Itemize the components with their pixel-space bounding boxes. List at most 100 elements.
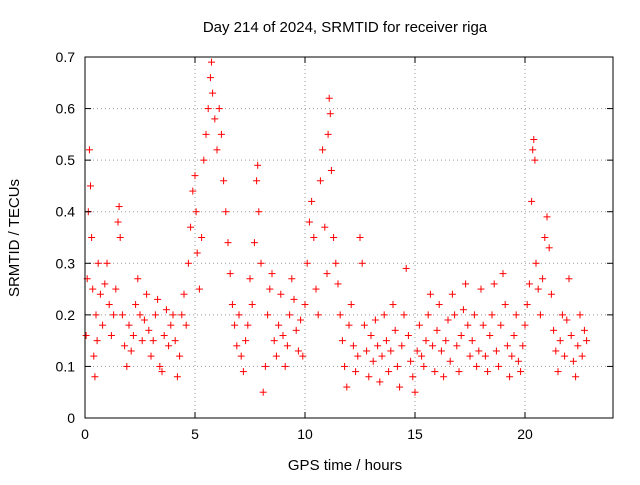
data-point — [457, 331, 465, 339]
data-point — [519, 342, 527, 350]
data-point — [211, 115, 219, 123]
data-point — [140, 316, 148, 324]
data-point — [363, 347, 371, 355]
data-point — [110, 311, 118, 319]
data-point — [132, 301, 140, 309]
data-point — [389, 301, 397, 309]
data-point — [327, 166, 335, 174]
data-point — [303, 259, 311, 267]
data-point — [464, 321, 472, 329]
data-point — [191, 172, 199, 180]
data-point — [314, 311, 322, 319]
data-point — [310, 234, 318, 241]
data-point — [495, 362, 503, 370]
data-point — [192, 208, 200, 216]
y-tick-label: 0.2 — [56, 307, 76, 323]
data-point — [477, 285, 485, 293]
data-point — [134, 275, 142, 283]
data-point — [479, 321, 487, 329]
y-tick-label: 0.3 — [56, 255, 76, 271]
data-point — [231, 321, 239, 329]
data-point — [420, 362, 428, 370]
data-point — [448, 290, 456, 298]
data-point — [433, 326, 441, 334]
data-point — [451, 311, 459, 319]
data-point — [543, 213, 551, 221]
data-point — [259, 388, 267, 396]
data-point — [440, 373, 448, 381]
data-point — [222, 208, 230, 216]
data-point — [147, 352, 155, 360]
data-point — [184, 259, 192, 267]
data-point — [96, 290, 104, 298]
data-point — [334, 280, 342, 288]
data-point — [112, 285, 120, 293]
data-point — [358, 259, 366, 267]
y-tick-label: 0.1 — [56, 358, 76, 374]
data-point — [402, 264, 410, 272]
data-point — [198, 234, 206, 241]
data-point — [528, 197, 536, 205]
data-point — [279, 331, 287, 339]
data-point — [156, 362, 164, 370]
data-point — [583, 337, 591, 345]
data-point — [503, 342, 511, 350]
x-tick-label: 20 — [517, 426, 533, 442]
chart-title: Day 214 of 2024, SRMTID for receiver rig… — [203, 19, 488, 36]
data-point — [103, 259, 111, 267]
data-point — [294, 347, 302, 355]
data-point — [484, 368, 492, 376]
data-point — [275, 321, 283, 329]
data-point — [301, 301, 309, 309]
data-point — [486, 331, 494, 339]
data-point — [576, 311, 584, 319]
tick-labels: 0 5 10 15 20 0 0.1 0.2 0.3 0.4 0.5 0.6 0.7 — [56, 49, 533, 442]
data-point — [415, 321, 423, 329]
data-point — [530, 136, 538, 144]
data-point — [376, 378, 384, 386]
data-point — [89, 285, 97, 293]
data-point — [349, 342, 357, 350]
data-point — [92, 311, 100, 319]
data-point — [143, 290, 151, 298]
data-point — [82, 331, 90, 339]
data-point — [94, 259, 102, 267]
y-tick-label: 0.4 — [56, 204, 76, 220]
data-point — [481, 352, 489, 360]
data-point — [125, 321, 133, 329]
data-point — [312, 285, 320, 293]
data-point — [187, 223, 195, 231]
data-point — [91, 373, 99, 381]
data-point — [99, 321, 107, 329]
data-point — [404, 331, 412, 339]
data-point — [422, 337, 430, 345]
data-point — [429, 342, 437, 350]
data-point — [195, 285, 203, 293]
data-point — [529, 146, 537, 154]
data-point — [371, 316, 379, 324]
data-point — [343, 383, 351, 391]
data-point — [332, 259, 340, 267]
data-point — [367, 331, 375, 339]
data-point — [396, 383, 404, 391]
data-point — [580, 326, 588, 334]
data-point — [248, 301, 256, 309]
data-point — [360, 321, 368, 329]
data-point — [517, 368, 525, 376]
data-point — [116, 234, 124, 241]
data-point — [497, 321, 505, 329]
plot-frame — [84, 56, 614, 419]
data-point — [167, 321, 175, 329]
data-point — [455, 368, 463, 376]
data-point — [391, 326, 399, 334]
data-point — [292, 326, 300, 334]
data-point — [169, 311, 177, 319]
data-point — [336, 311, 344, 319]
data-point — [215, 105, 223, 113]
data-point — [324, 130, 332, 138]
data-point — [268, 270, 276, 278]
data-point — [250, 239, 258, 247]
data-point — [270, 337, 278, 345]
data-point — [85, 146, 93, 154]
data-point — [277, 290, 285, 298]
